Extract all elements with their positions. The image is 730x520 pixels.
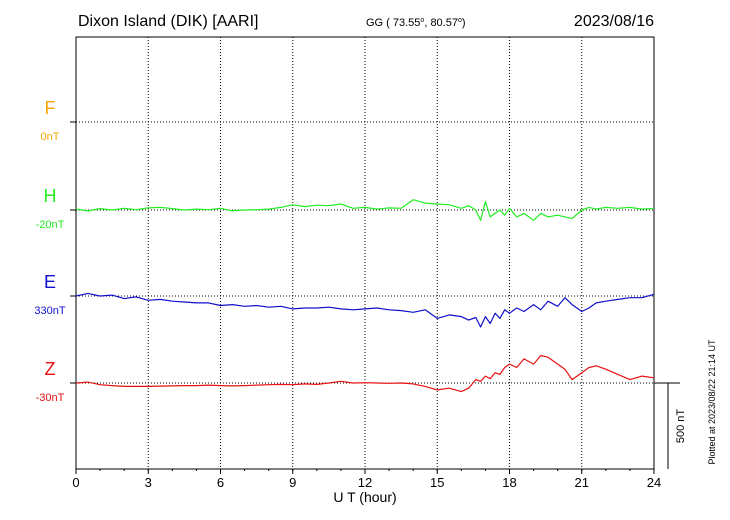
x-tick-label: 15 (430, 475, 444, 490)
x-tick-label: 18 (502, 475, 516, 490)
series-line-E (75, 292, 655, 328)
x-tick-label: 12 (358, 475, 372, 490)
scale-bar: 500 nT (654, 382, 687, 469)
series-line-H (75, 199, 655, 221)
x-tick-label: 9 (289, 475, 296, 490)
degree-sign-2: o (458, 17, 462, 24)
baseline-gridlines (70, 121, 654, 384)
x-tick-label: 0 (72, 475, 79, 490)
series-line-Z (75, 354, 655, 393)
vertical-gridlines (147, 37, 583, 469)
x-tick-label: 3 (145, 475, 152, 490)
channel-offset-F: 0nT (41, 131, 60, 143)
channel-name-H: H (44, 186, 57, 206)
channel-offset-Z: -30nT (36, 392, 65, 404)
x-tick-label: 24 (647, 475, 661, 490)
coordinates-close: ) (462, 17, 466, 29)
x-axis-label: U T (hour) (333, 489, 396, 505)
channel-labels: F 0nT H -20nT E 330nT Z -30nT (34, 98, 65, 404)
degree-sign-1: o (420, 17, 424, 24)
scale-bar-label: 500 nT (675, 409, 687, 444)
channel-name-Z: Z (45, 359, 56, 379)
channel-offset-E: 330nT (34, 305, 65, 317)
channel-name-E: E (44, 272, 56, 292)
data-series (75, 199, 655, 393)
x-tick-label: 6 (217, 475, 224, 490)
date-label: 2023/08/16 (574, 13, 654, 30)
channel-name-F: F (45, 98, 56, 118)
plotted-timestamp: Plotted at 2023/08/22 21:14 UT (707, 339, 717, 465)
station-title: Dixon Island (DIK) [AARI] (78, 13, 259, 30)
coordinates-lon: , 80.57 (424, 17, 458, 29)
x-axis-ticks: 0 3 6 9 12 15 18 21 24 (72, 469, 661, 490)
coordinates-lat: GG ( 73.55 (366, 17, 420, 29)
x-tick-label: 21 (575, 475, 589, 490)
channel-offset-H: -20nT (36, 219, 65, 231)
coordinates-label: GG ( 73.55o, 80.57o) (366, 17, 466, 29)
